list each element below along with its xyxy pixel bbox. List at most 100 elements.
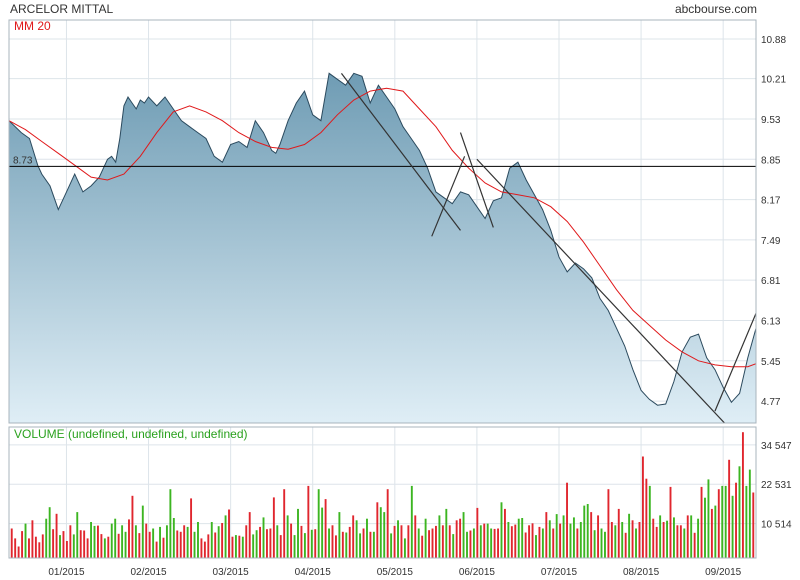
volume-bar (624, 532, 627, 558)
volume-bar (379, 507, 382, 558)
volume-bar (228, 509, 230, 558)
volume-bar (469, 530, 472, 558)
volume-bar (79, 530, 82, 558)
volume-bar (545, 512, 548, 558)
volume-bar (186, 526, 189, 558)
source-label: abcbourse.com (675, 2, 757, 16)
volume-bar (697, 518, 700, 558)
trend-lines (340, 72, 756, 423)
volume-bar (200, 538, 203, 558)
volume-y-tick-label: 34 547 (761, 441, 792, 452)
x-tick-label: 09/2015 (705, 567, 742, 578)
volume-bar (41, 534, 44, 558)
volume-bar (83, 530, 86, 558)
volume-bar (717, 489, 720, 558)
price-line (9, 72, 756, 406)
volume-bar (390, 533, 393, 558)
volume-bar (148, 531, 151, 558)
volume-bar (535, 535, 537, 558)
volume-panel: 34 547 22 531 10 514 VOLUME (undefined, un… (8, 426, 792, 559)
volume-bar (48, 507, 51, 558)
x-tick-label: 03/2015 (213, 567, 250, 578)
volume-bar (417, 528, 420, 558)
volume-bar (338, 512, 341, 558)
volume-bar (362, 528, 365, 558)
volume-bar (745, 485, 748, 558)
volume-bar (572, 517, 575, 558)
volume-bar (410, 485, 413, 558)
volume-bar (666, 520, 668, 558)
volume-bar (507, 522, 510, 558)
volume-bar (110, 523, 113, 558)
volume-bar (193, 531, 196, 558)
x-tick-label: 04/2015 (295, 567, 332, 578)
volume-bar (297, 508, 299, 558)
volume-bar (562, 515, 565, 558)
volume-bar (748, 469, 751, 558)
volume-bar (59, 535, 61, 558)
volume-bar (673, 517, 675, 558)
price-y-tick-label: 4.77 (761, 397, 781, 408)
volume-bar (21, 531, 24, 558)
x-tick-label: 01/2015 (48, 567, 85, 578)
volume-bar (704, 497, 706, 558)
volume-bar (145, 523, 148, 558)
volume-bar (731, 495, 734, 558)
price-y-tick-label: 10.21 (761, 75, 786, 86)
trend-line (476, 158, 726, 423)
volume-bar (728, 459, 731, 559)
volume-bar (607, 489, 610, 558)
volume-bar (324, 499, 327, 558)
volume-bar (10, 528, 13, 558)
volume-bar (255, 530, 258, 558)
ma20-line (9, 87, 756, 368)
volume-bar (552, 528, 555, 558)
volume-bar (38, 542, 41, 558)
price-y-tick-label: 6.81 (761, 276, 781, 287)
price-y-tick-label: 5.45 (761, 357, 781, 368)
volume-bar (441, 525, 444, 559)
volume-bar (252, 534, 255, 558)
volume-bar (124, 531, 127, 558)
volume-bar (466, 531, 468, 558)
volume-bar (593, 530, 596, 558)
volume-bar (662, 522, 665, 558)
volume-bar (569, 523, 572, 558)
volume-bar (293, 535, 296, 558)
volume-bar (517, 518, 520, 558)
volume-bar (400, 525, 403, 559)
price-panel: 8.73 10.88 10.21 9.53 8.85 8.17 7.49 6.81 6.13 5… (8, 19, 786, 424)
volume-bar (476, 507, 479, 558)
volume-bar (500, 502, 503, 558)
volume-bar (328, 528, 330, 558)
volume-bar (538, 526, 541, 558)
volume-bar (303, 533, 306, 558)
x-axis: 01/2015 02/2015 03/2015 04/2015 05/2015 06/20… (48, 567, 741, 578)
volume-bar (307, 485, 310, 558)
volume-bar (221, 523, 224, 558)
volume-bar (503, 508, 506, 558)
volume-bar (162, 537, 165, 558)
symbol-title: ARCELOR MITTAL (10, 2, 113, 16)
volume-y-tick-label: 22 531 (761, 480, 792, 491)
volume-bar (510, 526, 513, 558)
reference-hline-label: 8.73 (13, 155, 33, 166)
volume-bar (566, 482, 568, 558)
volume-bar (310, 529, 313, 558)
trend-line (340, 72, 461, 231)
volume-bar (652, 518, 655, 558)
volume-bar (448, 525, 451, 559)
x-tick-label: 07/2015 (541, 567, 578, 578)
price-frame (8, 19, 757, 424)
volume-bar (366, 518, 368, 558)
volume-bar (155, 541, 158, 558)
volume-bar (483, 523, 486, 558)
trend-line (714, 313, 756, 412)
volume-bar (376, 502, 379, 558)
volume-bar (224, 515, 227, 558)
volume-bar (576, 528, 579, 558)
volume-bar (69, 525, 72, 559)
volume-bar (690, 515, 693, 558)
volume-bar (90, 522, 92, 558)
volume-bar (334, 535, 337, 558)
